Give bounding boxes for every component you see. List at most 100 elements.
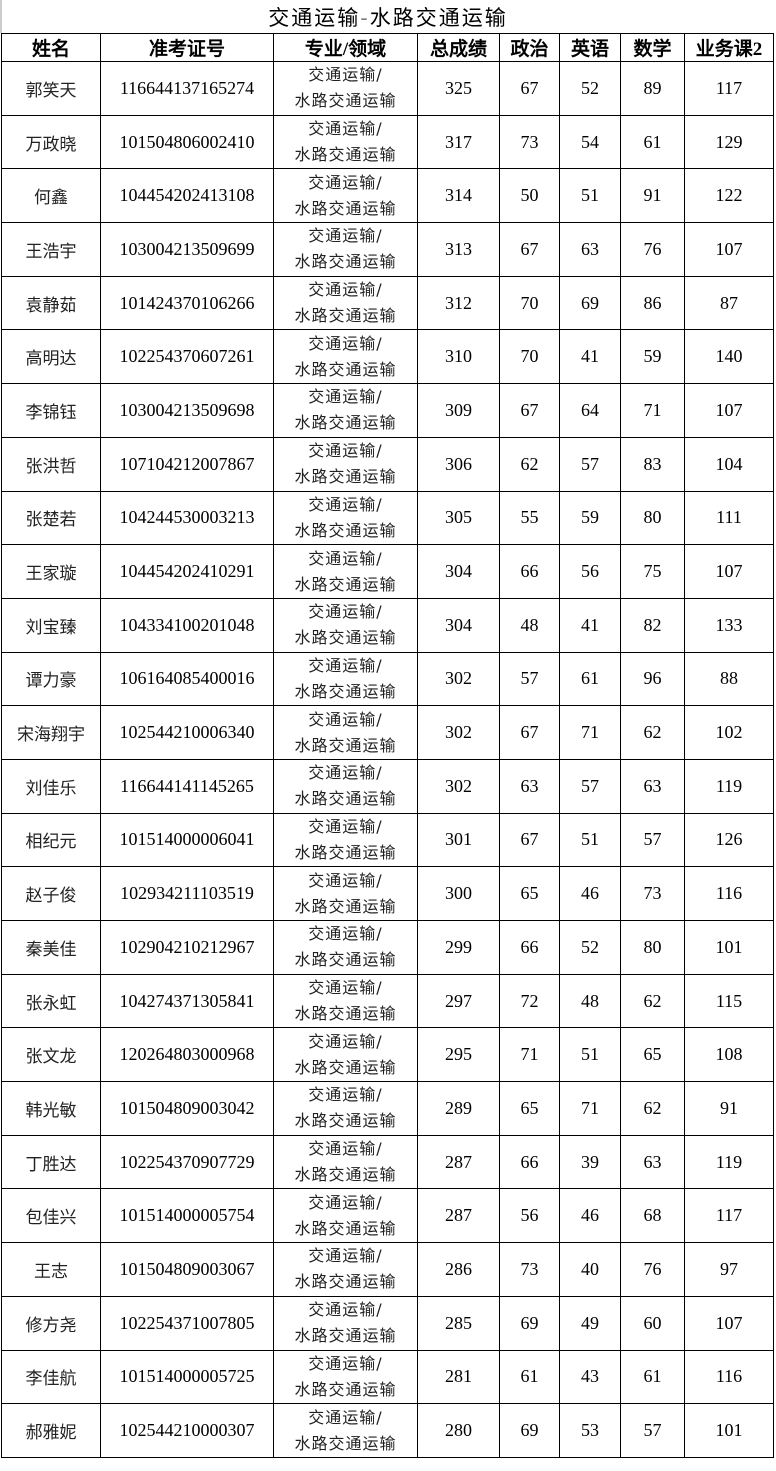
cell-name: 刘宝臻	[1, 597, 101, 653]
cell-english: 59	[559, 490, 621, 546]
cell-math: 73	[620, 866, 685, 921]
cell-total: 287	[417, 1134, 500, 1190]
cell-math: 65	[620, 1027, 685, 1083]
cell-major: 交通运输/水路交通运输	[273, 1188, 418, 1244]
cell-exam-id: 103004213509699	[100, 222, 274, 277]
major-line: 交通运输/	[308, 1192, 383, 1212]
table-row: 高明达 102254370607261 交通运输/水路交通运输 310 70 41 59 14…	[1, 329, 774, 385]
cell-major: 交通运输/水路交通运输	[273, 1295, 418, 1351]
cell-course2: 107	[684, 222, 774, 277]
cell-politics: 57	[499, 651, 560, 707]
major-line: 交通运输/	[308, 119, 383, 139]
cell-name: 王浩宇	[1, 222, 101, 277]
cell-name: 袁静茹	[1, 275, 101, 331]
cell-course2: 104	[684, 436, 774, 492]
cell-name: 赵子俊	[1, 866, 101, 921]
major-line: 交通运输/	[308, 548, 383, 568]
major-line: 交通运输/	[308, 1246, 383, 1266]
major-line: 水路交通运输	[294, 1057, 397, 1077]
cell-exam-id: 104334100201048	[100, 597, 274, 653]
cell-exam-id: 101504806002410	[100, 114, 274, 170]
major-line: 交通运输/	[308, 1085, 383, 1105]
cell-name: 张永虹	[1, 973, 101, 1029]
cell-name: 包佳兴	[1, 1188, 101, 1244]
cell-name: 郝雅妮	[1, 1403, 101, 1458]
cell-politics: 73	[499, 1242, 560, 1297]
cell-exam-id: 116644141145265	[100, 758, 274, 814]
cell-total: 295	[417, 1027, 500, 1083]
cell-course2: 117	[684, 61, 774, 116]
cell-total: 306	[417, 436, 500, 492]
table-row: 丁胜达 102254370907729 交通运输/水路交通运输 287 66 39 63 11…	[1, 1134, 774, 1190]
major-line: 水路交通运输	[294, 520, 397, 540]
cell-english: 51	[559, 812, 621, 868]
cell-major: 交通运输/水路交通运输	[273, 705, 418, 760]
major-line: 水路交通运输	[294, 145, 397, 165]
cell-course2: 140	[684, 329, 774, 385]
cell-exam-id: 104244530003213	[100, 490, 274, 546]
major-line: 交通运输/	[308, 172, 383, 192]
cell-math: 75	[620, 544, 685, 599]
major-line: 水路交通运输	[294, 1326, 397, 1346]
cell-english: 40	[559, 1242, 621, 1297]
cell-english: 61	[559, 651, 621, 707]
header-exam-id: 准考证号	[100, 33, 274, 62]
cell-major: 交通运输/水路交通运输	[273, 758, 418, 814]
cell-math: 57	[620, 812, 685, 868]
cell-major: 交通运输/水路交通运输	[273, 651, 418, 707]
cell-politics: 66	[499, 920, 560, 975]
cell-english: 52	[559, 920, 621, 975]
major-line: 交通运输/	[308, 816, 383, 836]
cell-total: 299	[417, 920, 500, 975]
table-row: 何鑫 104454202413108 交通运输/水路交通运输 314 50 51 91 122	[1, 168, 774, 224]
major-line: 交通运输/	[308, 1300, 383, 1320]
cell-name: 张楚若	[1, 490, 101, 546]
cell-english: 69	[559, 275, 621, 331]
table-row: 谭力豪 106164085400016 交通运输/水路交通运输 302 57 61 96 88	[1, 651, 774, 707]
header-total: 总成绩	[417, 33, 500, 62]
major-line: 水路交通运输	[294, 306, 397, 326]
cell-name: 郭笑天	[1, 61, 101, 116]
header-politics: 政治	[499, 33, 560, 62]
cell-politics: 69	[499, 1295, 560, 1351]
major-line: 水路交通运输	[294, 1433, 397, 1453]
major-line: 水路交通运输	[294, 1379, 397, 1399]
cell-major: 交通运输/水路交通运输	[273, 490, 418, 546]
major-line: 水路交通运输	[294, 359, 397, 379]
major-line: 交通运输/	[308, 655, 383, 675]
table-row: 郭笑天 116644137165274 交通运输/水路交通运输 325 67 52 89 11…	[1, 61, 774, 116]
cell-politics: 70	[499, 275, 560, 331]
cell-major: 交通运输/水路交通运输	[273, 920, 418, 975]
table-row: 包佳兴 101514000005754 交通运输/水路交通运输 287 56 46 68 11…	[1, 1188, 774, 1244]
cell-major: 交通运输/水路交通运输	[273, 1403, 418, 1458]
cell-exam-id: 116644137165274	[100, 61, 274, 116]
major-line: 水路交通运输	[294, 735, 397, 755]
cell-name: 张洪哲	[1, 436, 101, 492]
cell-name: 张文龙	[1, 1027, 101, 1083]
cell-math: 60	[620, 1295, 685, 1351]
major-line: 交通运输/	[308, 333, 383, 353]
header-major: 专业/领域	[273, 33, 418, 62]
major-line: 交通运输/	[308, 1139, 383, 1159]
cell-math: 59	[620, 329, 685, 385]
major-line: 交通运输/	[308, 1031, 383, 1051]
cell-english: 51	[559, 1027, 621, 1083]
cell-exam-id: 102254370907729	[100, 1134, 274, 1190]
table-row: 李佳航 101514000005725 交通运输/水路交通运输 281 61 43 61 11…	[1, 1349, 774, 1405]
cell-name: 修方尧	[1, 1295, 101, 1351]
cell-course2: 88	[684, 651, 774, 707]
cell-exam-id: 102254370607261	[100, 329, 274, 385]
major-line: 交通运输/	[308, 1353, 383, 1373]
cell-total: 300	[417, 866, 500, 921]
cell-course2: 102	[684, 705, 774, 760]
cell-course2: 101	[684, 920, 774, 975]
cell-name: 宋海翔宇	[1, 705, 101, 760]
major-line: 交通运输/	[308, 763, 383, 783]
cell-course2: 119	[684, 758, 774, 814]
table-row: 王浩宇 103004213509699 交通运输/水路交通运输 313 67 63 76 10…	[1, 222, 774, 277]
major-line: 水路交通运输	[294, 789, 397, 809]
cell-course2: 119	[684, 1134, 774, 1190]
cell-politics: 63	[499, 758, 560, 814]
cell-total: 302	[417, 705, 500, 760]
cell-politics: 71	[499, 1027, 560, 1083]
